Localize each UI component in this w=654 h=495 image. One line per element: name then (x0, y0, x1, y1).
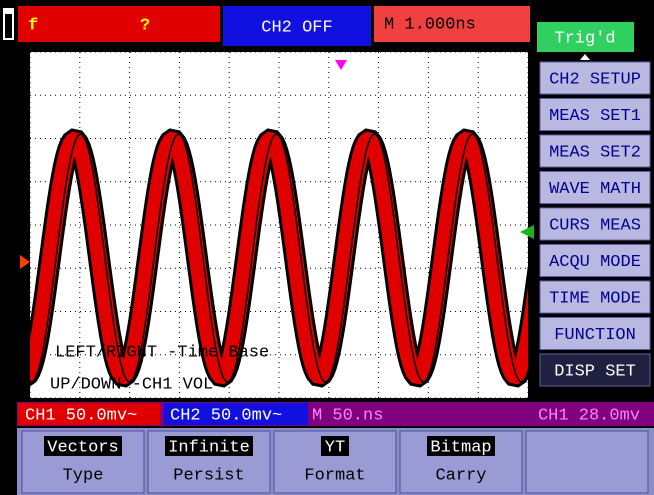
source: f (28, 16, 38, 35)
menu-item-label: ACQU MODE (549, 253, 641, 272)
menu-item-label: MEAS SET2 (549, 143, 641, 162)
menu-item-label: TIME MODE (549, 289, 641, 308)
timebase: M 1.000ns (384, 15, 476, 34)
softkey-label: Type (63, 466, 104, 485)
time-scale: M 50.ns (312, 406, 383, 425)
menu-item-label: DISP SET (554, 362, 636, 381)
menu-item-label: MEAS SET1 (549, 107, 641, 126)
battery-level (5, 14, 12, 38)
softkey[interactable] (526, 431, 648, 493)
oscilloscope-screen: f ? CH2 OFF M 1.000ns Trig'd LEFT/RIGHT … (0, 0, 654, 495)
menu-item-label: CH2 SETUP (549, 70, 641, 89)
trigger: Trig'd (554, 29, 615, 48)
softkey-value: Bitmap (430, 438, 491, 457)
ch2-status: CH2 OFF (261, 18, 332, 37)
overlay-line2: UP/DOWN -CH1 VOL (50, 375, 213, 394)
ch1-scale: CH1 50.0mv~ (25, 406, 137, 425)
ch2-scale: CH2 50.0mv~ (170, 406, 282, 425)
value: ? (140, 16, 150, 35)
softkey-value: YT (325, 438, 345, 457)
softkey-label: Persist (173, 466, 244, 485)
menu-item-label: CURS MEAS (549, 216, 641, 235)
softkey-label: Carry (435, 466, 486, 485)
softkey-value: Vectors (47, 438, 118, 457)
trigger-level: CH1 28.0mv (538, 406, 640, 425)
source-box (18, 6, 220, 42)
overlay-line1: LEFT/RIGHT -Time Base (55, 343, 269, 362)
softkey-value: Infinite (168, 438, 250, 457)
softkey-label: Format (304, 466, 365, 485)
menu-item-label: WAVE MATH (549, 180, 641, 199)
menu-item-label: FUNCTION (554, 326, 636, 345)
